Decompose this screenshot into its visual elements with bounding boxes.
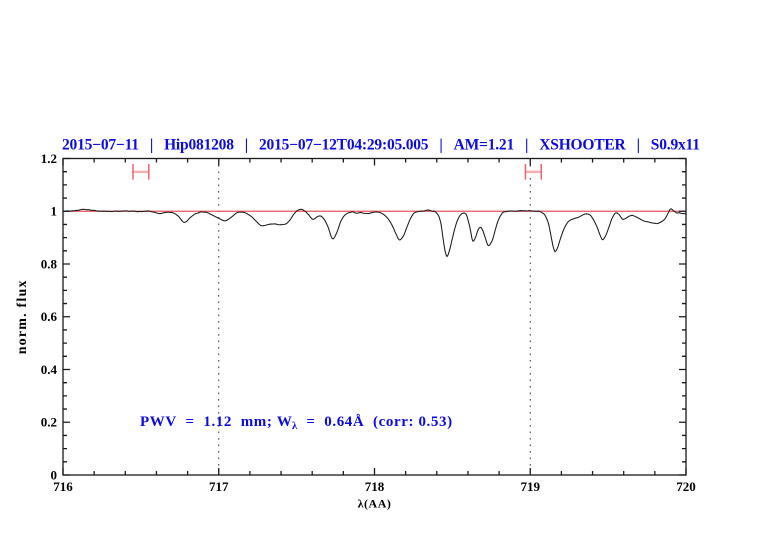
svg-text:λ(AA): λ(AA) bbox=[358, 497, 392, 511]
svg-text:718: 718 bbox=[365, 479, 385, 494]
svg-text:PWV = 1.12 mm; Wλ = 0.64Å: PWV = 1.12 mm; Wλ = 0.64Å (corr: 0.53) bbox=[140, 414, 453, 432]
svg-text:2015−07−11 | Hip081208 |: 2015−07−11 | Hip081208 | 2015−07−12T04:2… bbox=[62, 136, 700, 153]
svg-text:1: 1 bbox=[51, 204, 58, 219]
svg-text:0.2: 0.2 bbox=[41, 415, 57, 430]
svg-text:717: 717 bbox=[209, 479, 229, 494]
svg-text:720: 720 bbox=[676, 479, 696, 494]
svg-text:0: 0 bbox=[51, 467, 58, 482]
svg-text:0.8: 0.8 bbox=[41, 256, 58, 271]
svg-text:0.4: 0.4 bbox=[41, 362, 58, 377]
svg-text:1.2: 1.2 bbox=[41, 151, 57, 166]
svg-text:norm. flux: norm. flux bbox=[15, 279, 30, 354]
svg-text:716: 716 bbox=[53, 479, 73, 494]
svg-text:719: 719 bbox=[521, 479, 541, 494]
svg-text:0.6: 0.6 bbox=[41, 309, 58, 324]
